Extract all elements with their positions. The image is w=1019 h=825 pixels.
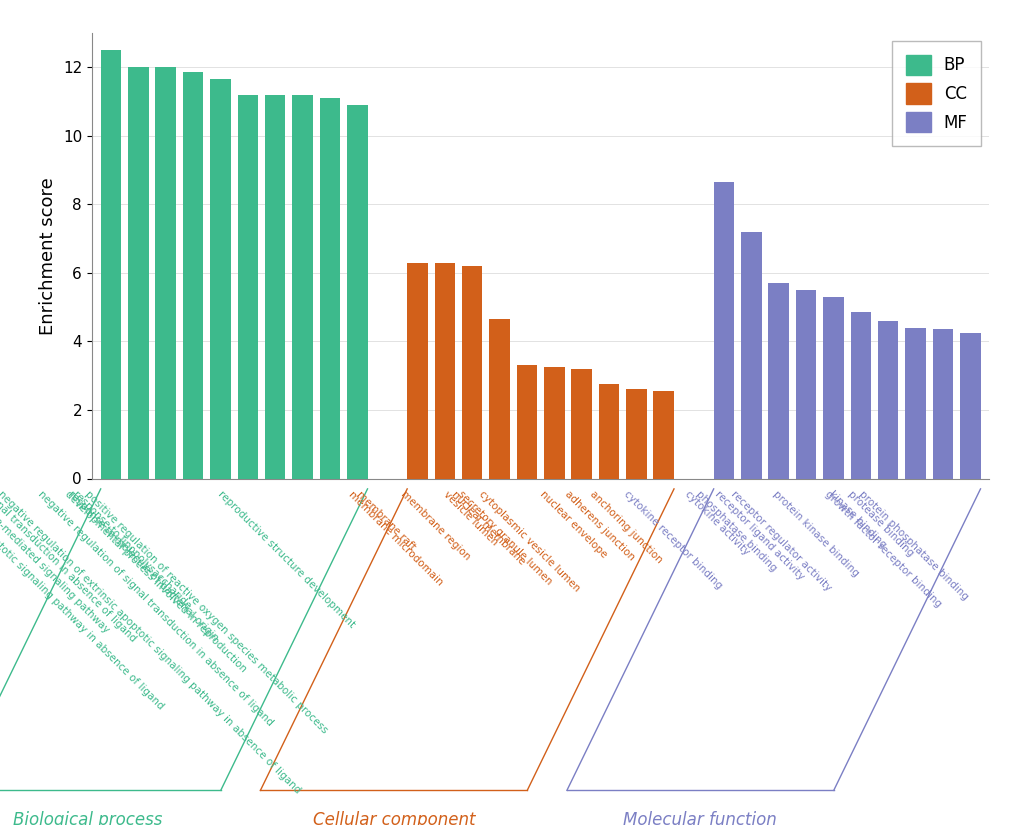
Bar bbox=[959, 332, 979, 478]
Bar bbox=[905, 328, 925, 478]
Text: positive regulation of reactive oxygen species metabolic process: positive regulation of reactive oxygen s… bbox=[84, 489, 329, 735]
Bar bbox=[795, 290, 815, 478]
Bar bbox=[128, 68, 149, 478]
Text: receptor regulator activity: receptor regulator activity bbox=[729, 489, 833, 593]
Text: negative regulation of signal transduction in absence of ligand: negative regulation of signal transducti… bbox=[37, 489, 275, 728]
Text: reproductive structure development: reproductive structure development bbox=[216, 489, 357, 629]
Bar bbox=[543, 367, 564, 478]
Bar bbox=[877, 321, 898, 478]
Text: Biological process: Biological process bbox=[12, 811, 162, 825]
Text: response to molecule of bacterial origin: response to molecule of bacterial origin bbox=[66, 489, 220, 643]
Bar bbox=[741, 232, 761, 478]
Bar bbox=[155, 68, 176, 478]
Text: membrane raft: membrane raft bbox=[355, 489, 417, 552]
Text: negative regulation of extrinsic apoptotic signaling pathway in absence of ligan: negative regulation of extrinsic apoptot… bbox=[0, 489, 303, 795]
Bar bbox=[265, 95, 285, 478]
Text: cytoplasmic vesicle lumen: cytoplasmic vesicle lumen bbox=[477, 489, 581, 594]
Text: nuclear envelope: nuclear envelope bbox=[538, 489, 608, 560]
Bar bbox=[517, 365, 537, 478]
Text: membrane region: membrane region bbox=[398, 489, 472, 562]
Bar bbox=[407, 262, 427, 478]
Text: vesicle lumen: vesicle lumen bbox=[441, 489, 499, 547]
Text: response to lipopolysaccharide: response to lipopolysaccharide bbox=[71, 489, 193, 610]
Text: secretory granule lumen: secretory granule lumen bbox=[455, 489, 553, 587]
Bar bbox=[237, 95, 258, 478]
Bar bbox=[767, 283, 788, 478]
Bar bbox=[346, 105, 367, 478]
Text: anchoring junction: anchoring junction bbox=[587, 489, 663, 565]
Text: Cellular component: Cellular component bbox=[312, 811, 475, 825]
Text: adherens junction: adherens junction bbox=[562, 489, 636, 563]
Y-axis label: Enrichment score: Enrichment score bbox=[40, 177, 57, 335]
Text: cytokine activity: cytokine activity bbox=[683, 489, 751, 557]
Text: developmental process involved in reproduction: developmental process involved in reprod… bbox=[62, 489, 248, 674]
Text: phosphatase binding: phosphatase binding bbox=[694, 489, 777, 573]
Text: growth factor receptor binding: growth factor receptor binding bbox=[821, 489, 942, 609]
Text: cytokine receptor binding: cytokine receptor binding bbox=[622, 489, 723, 591]
Text: membrane microdomain: membrane microdomain bbox=[346, 489, 444, 587]
Text: kinase binding: kinase binding bbox=[826, 489, 888, 550]
Bar bbox=[489, 319, 510, 478]
Bar bbox=[850, 313, 870, 478]
Bar bbox=[713, 182, 734, 478]
Bar bbox=[319, 98, 339, 478]
Text: signal transduction in absence of ligand: signal transduction in absence of ligand bbox=[0, 489, 139, 644]
Text: nuclear membrane: nuclear membrane bbox=[449, 489, 527, 566]
Bar bbox=[462, 266, 482, 478]
Bar bbox=[598, 384, 619, 478]
Text: Molecular function: Molecular function bbox=[623, 811, 776, 825]
Bar bbox=[653, 391, 674, 478]
Text: extrinsic apoptotic signaling pathway in absence of ligand: extrinsic apoptotic signaling pathway in… bbox=[0, 489, 165, 711]
Bar bbox=[101, 50, 121, 478]
Bar bbox=[292, 95, 313, 478]
Text: protein phosphatase binding: protein phosphatase binding bbox=[856, 489, 969, 602]
Text: protein kinase binding: protein kinase binding bbox=[770, 489, 860, 578]
Bar bbox=[626, 389, 646, 478]
Bar bbox=[434, 262, 454, 478]
Bar bbox=[931, 329, 952, 478]
Bar bbox=[182, 73, 203, 478]
Text: receptor ligand activity: receptor ligand activity bbox=[712, 489, 805, 582]
Bar bbox=[210, 79, 230, 478]
Bar bbox=[822, 297, 843, 478]
Text: protease binding: protease binding bbox=[845, 489, 915, 559]
Legend: BP, CC, MF: BP, CC, MF bbox=[892, 41, 980, 146]
Text: cytokine-mediated signaling pathway: cytokine-mediated signaling pathway bbox=[0, 489, 111, 635]
Bar bbox=[571, 369, 591, 478]
